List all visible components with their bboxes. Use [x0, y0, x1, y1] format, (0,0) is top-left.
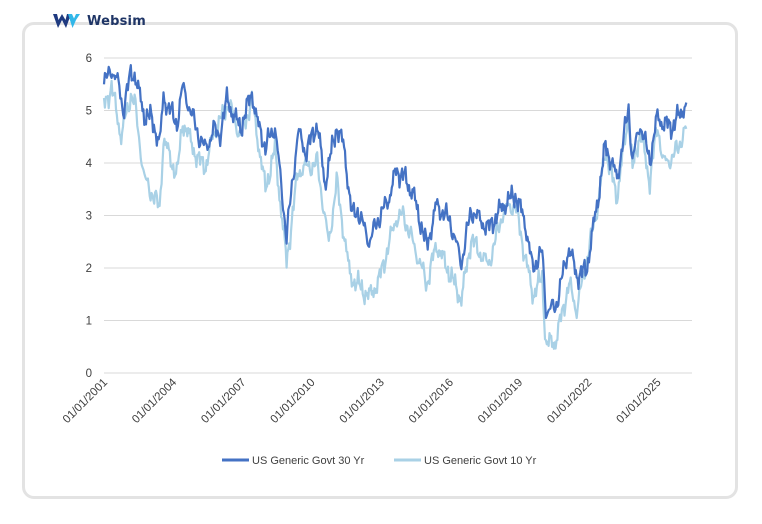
x-axis-ticks: 01/01/2001 01/01/2004 01/01/2007 01/01/2010… — [61, 376, 664, 426]
y-tick-label: 1 — [86, 316, 92, 328]
x-tick-label: 01/01/2001 — [61, 377, 110, 426]
y-tick-label: 3 — [86, 211, 92, 223]
brand-name: Websim — [87, 13, 146, 29]
websim-logo-icon — [53, 14, 80, 28]
websim-logo: Websim — [52, 12, 146, 30]
y-axis-ticks: 0 1 2 3 4 5 6 — [86, 53, 93, 380]
legend: US Generic Govt 30 Yr US Generic Govt 10 … — [222, 455, 537, 467]
x-tick-label: 01/01/2019 — [476, 377, 525, 426]
series-line-30yr — [102, 63, 688, 320]
x-tick-label: 01/01/2013 — [338, 377, 387, 426]
x-tick-label: 01/01/2004 — [130, 376, 180, 426]
legend-label: US Generic Govt 10 Yr — [424, 455, 537, 467]
x-tick-label: 01/01/2025 — [614, 377, 663, 426]
series-lines — [102, 63, 688, 350]
gridlines — [104, 57, 692, 321]
x-tick-label: 01/01/2022 — [545, 377, 594, 426]
y-tick-label: 4 — [86, 158, 93, 170]
y-tick-label: 2 — [86, 263, 92, 275]
legend-label: US Generic Govt 30 Yr — [252, 455, 365, 467]
y-tick-label: 5 — [86, 106, 92, 118]
y-tick-label: 0 — [86, 368, 92, 380]
x-tick-label: 01/01/2007 — [199, 377, 248, 426]
x-tick-label: 01/01/2016 — [407, 377, 456, 426]
x-tick-label: 01/01/2010 — [268, 377, 317, 426]
series-line-10yr — [102, 79, 688, 350]
y-tick-label: 6 — [86, 53, 92, 65]
